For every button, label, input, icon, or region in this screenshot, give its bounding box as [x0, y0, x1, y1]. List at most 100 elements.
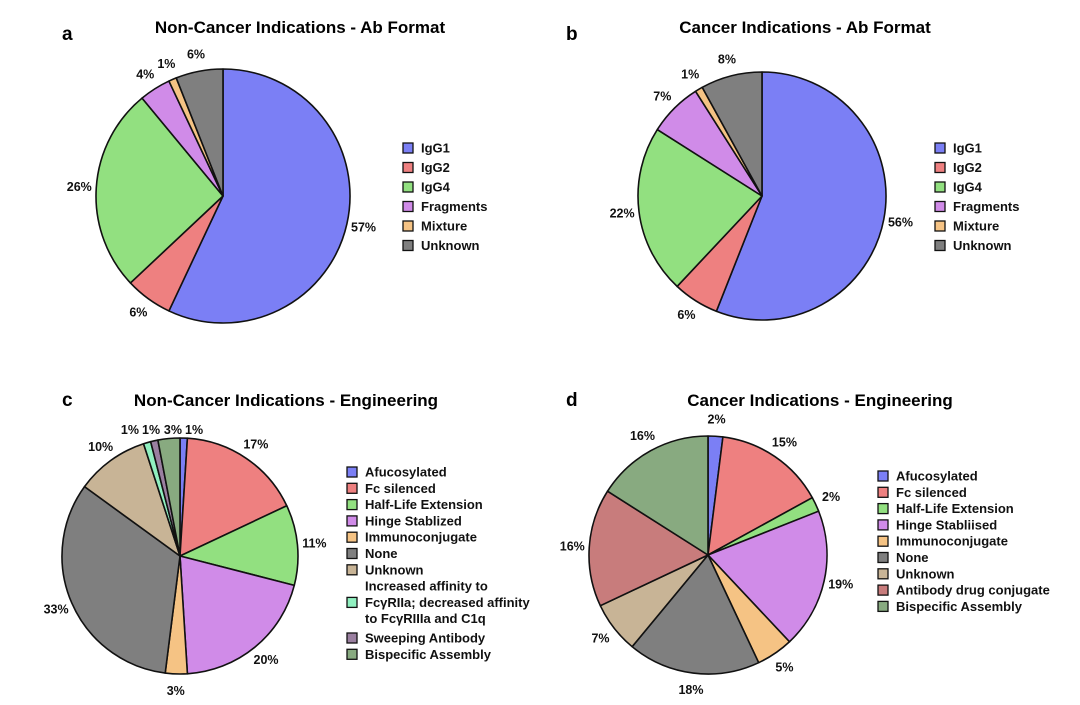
legend-label-c-7: Increased affinity to — [365, 579, 488, 594]
value-label-a-5: 6% — [187, 48, 205, 62]
legend-swatch-c-1 — [346, 482, 358, 494]
legend-label-b-2: IgG4 — [953, 180, 983, 195]
legend-label-c-1: Fc silenced — [365, 481, 436, 496]
panel-c-title: Non-Cancer Indications - Engineering — [134, 391, 438, 410]
slice-d-1 — [707, 436, 814, 556]
value-label-d-1: 15% — [772, 436, 797, 450]
legend-swatch-a-4 — [402, 220, 414, 232]
slice-d-5 — [631, 554, 760, 675]
slice-a-0 — [168, 68, 351, 324]
value-label-c-4: 3% — [167, 684, 185, 698]
value-label-b-4: 1% — [681, 68, 699, 82]
legend-swatch-b-2 — [934, 181, 946, 193]
legend-swatch-d-6 — [877, 568, 889, 580]
legend-swatch-a-1 — [402, 161, 414, 174]
slice-a-5 — [175, 68, 224, 197]
legend-swatch-c-5 — [346, 547, 358, 560]
value-label-c-1: 17% — [243, 437, 268, 451]
slice-d-8 — [606, 435, 709, 556]
legend-label-a-1: IgG2 — [421, 160, 450, 175]
legend-label-d-5: None — [896, 550, 929, 565]
slice-c-1 — [179, 437, 288, 557]
value-label-d-3: 19% — [828, 578, 853, 592]
legend-swatch-d-0 — [877, 470, 889, 482]
value-label-b-3: 7% — [653, 89, 671, 103]
legend-label-a-5: Unknown — [421, 238, 480, 253]
value-label-b-2: 22% — [610, 207, 635, 221]
legend-label-d-6: Unknown — [896, 566, 955, 581]
legend-label-b-5: Unknown — [953, 238, 1012, 253]
legend-swatch-a-3 — [402, 200, 414, 213]
slice-a-2 — [95, 97, 224, 284]
legend-swatch-c-7 — [346, 596, 358, 609]
slice-d-7 — [588, 490, 709, 607]
legend-label-d-1: Fc silenced — [896, 485, 967, 500]
legend-swatch-a-0 — [402, 142, 414, 154]
legend-label-d-3: Hinge Stabliised — [896, 517, 997, 532]
legend-swatch-c-3 — [346, 515, 358, 527]
slice-b-5 — [701, 71, 763, 197]
value-label-d-8: 16% — [630, 429, 655, 443]
legend-label-c-2: Half-Life Extension — [365, 497, 483, 512]
legend-swatch-c-6 — [346, 564, 358, 576]
value-label-c-9: 3% — [164, 423, 182, 437]
panel-letter-a: a — [62, 24, 73, 45]
value-label-a-0: 57% — [351, 220, 376, 234]
legend-swatch-a-2 — [402, 181, 414, 193]
panel-letter-b: b — [566, 24, 578, 45]
legend-label-c-4: Immunoconjugate — [365, 530, 477, 545]
legend-label-c-5: None — [365, 546, 398, 561]
value-label-c-2: 11% — [302, 536, 326, 550]
legend-label-c-9: Bispecific Assembly — [365, 647, 492, 662]
value-label-b-5: 8% — [718, 52, 736, 66]
panel-a-title: Non-Cancer Indications - Ab Format — [155, 18, 446, 37]
value-label-c-0: 1% — [185, 423, 203, 437]
panel-letter-c: c — [62, 390, 73, 411]
value-label-a-2: 26% — [67, 180, 92, 194]
value-label-d-4: 5% — [775, 660, 793, 674]
legend-label-d-4: Immunoconjugate — [896, 534, 1008, 549]
slice-c-2 — [179, 504, 299, 587]
panel-b-title: Cancer Indications - Ab Format — [679, 18, 931, 37]
value-label-c-7: 1% — [121, 423, 139, 437]
legend-swatch-c-0 — [346, 466, 358, 478]
legend-swatch-c-9 — [346, 648, 358, 660]
value-label-d-2: 2% — [822, 490, 840, 504]
legend-swatch-d-7 — [877, 584, 889, 596]
legend-label-c-6: Unknown — [365, 562, 424, 577]
value-label-a-3: 4% — [136, 67, 154, 81]
slice-c-6 — [83, 442, 181, 557]
legend-swatch-d-4 — [877, 535, 889, 547]
legend-label-b-3: Fragments — [953, 199, 1019, 214]
value-label-a-4: 1% — [157, 57, 175, 71]
value-label-c-6: 10% — [88, 440, 113, 454]
slice-c-3 — [179, 555, 296, 675]
legend-label-b-1: IgG2 — [953, 160, 982, 175]
value-label-d-6: 7% — [591, 631, 609, 645]
slice-c-9 — [157, 437, 181, 557]
legend-swatch-b-5 — [934, 239, 946, 252]
value-label-a-1: 6% — [129, 305, 147, 319]
legend-label-a-2: IgG4 — [421, 180, 451, 195]
value-label-d-7: 16% — [560, 539, 585, 553]
legend-swatch-a-5 — [402, 239, 414, 252]
value-label-b-1: 6% — [677, 308, 695, 322]
slice-b-0 — [715, 71, 887, 321]
legend-label-c-7: FcγRIIa; decreased affinity — [365, 595, 530, 610]
legend-swatch-c-8 — [346, 632, 358, 644]
legend-swatch-c-2 — [346, 498, 358, 511]
value-label-c-3: 20% — [254, 653, 279, 667]
legend-label-d-8: Bispecific Assembly — [896, 599, 1023, 614]
legend-label-c-0: Afucosylated — [365, 465, 447, 480]
legend-label-d-7: Antibody drug conjugate — [896, 583, 1050, 598]
slice-d-3 — [707, 510, 828, 643]
value-label-c-5: 33% — [44, 603, 69, 617]
legend-label-b-0: IgG1 — [953, 141, 982, 156]
slice-b-2 — [637, 128, 763, 288]
value-label-c-8: 1% — [142, 423, 160, 437]
slice-c-5 — [61, 485, 181, 674]
legend-swatch-d-3 — [877, 519, 889, 531]
panel-d-title: Cancer Indications - Engineering — [687, 391, 952, 410]
legend-label-c-7: to FcγRIIIa and C1q — [365, 611, 486, 626]
value-label-d-0: 2% — [708, 412, 726, 426]
